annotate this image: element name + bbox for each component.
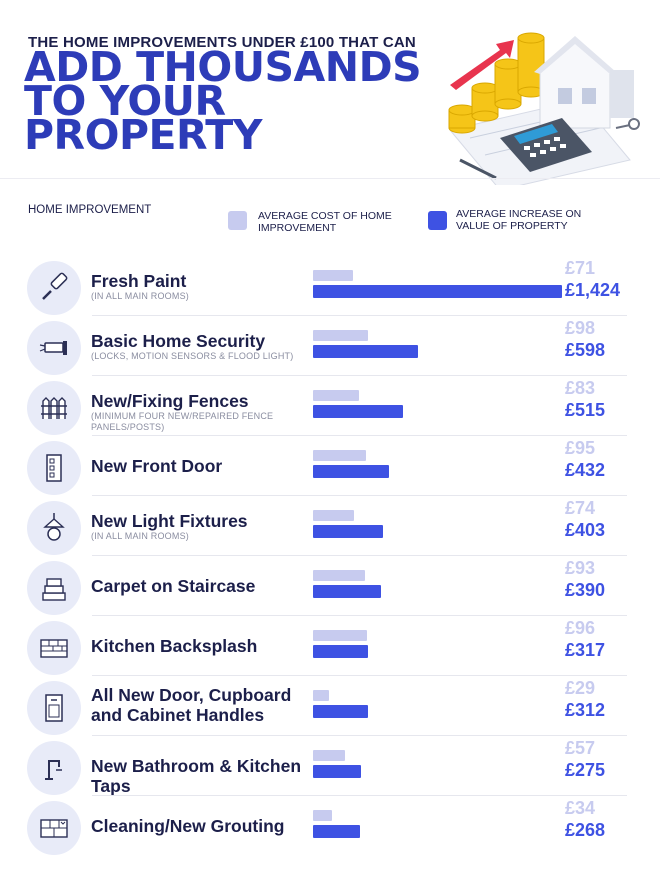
chart-row: New Light Fixtures (IN ALL MAIN ROOMS) £74…: [25, 498, 627, 558]
row-title: Cleaning/New Grouting: [91, 816, 285, 836]
bar-cost: [313, 630, 367, 641]
header: THE HOME IMPROVEMENTS UNDER £100 THAT CA…: [0, 0, 660, 185]
row-divider: [92, 375, 627, 376]
chart-row: Basic Home Security (LOCKS, MOTION SENSOR…: [25, 318, 627, 378]
bar-cost: [313, 570, 366, 581]
row-title: Kitchen Backsplash: [91, 636, 258, 656]
grout-tiles-icon: [27, 801, 81, 855]
bar-increase: [313, 705, 368, 718]
value-cost-label: £57: [565, 738, 596, 758]
value-cost-label: £74: [565, 498, 596, 518]
tap-icon: [27, 741, 81, 795]
row-title: Basic Home Security: [91, 331, 266, 351]
bar-increase: [313, 465, 389, 478]
value-increase-label: £317: [565, 640, 606, 660]
column-label: HOME IMPROVEMENT: [28, 204, 152, 216]
bar-increase: [313, 765, 362, 778]
kicker-text: THE HOME IMPROVEMENTS UNDER £100 THAT CA…: [28, 34, 416, 51]
row-subtitle: (IN ALL MAIN ROOMS): [91, 531, 189, 541]
value-increase-label: £403: [565, 520, 606, 540]
row-divider: [92, 495, 627, 496]
row-title: All New Door, Cupboard and Cabinet Handl…: [91, 685, 292, 725]
chart-row: New Bathroom & Kitchen Taps £57 £275: [25, 738, 627, 798]
row-divider: [92, 675, 627, 676]
bar-cost: [313, 450, 367, 461]
chart-row: New Front Door £95 £432: [25, 438, 627, 498]
row-title: Fresh Paint: [91, 271, 187, 291]
title-line-1: ADD THOUSANDS: [24, 43, 422, 91]
row-title: Carpet on Staircase: [91, 576, 256, 596]
value-increase-label: £390: [565, 580, 606, 600]
chart-row: Carpet on Staircase £93 £390: [25, 558, 627, 618]
value-cost-label: £96: [565, 618, 596, 638]
chart-row: Fresh Paint (IN ALL MAIN ROOMS) £71 £1,424: [25, 258, 627, 318]
bar-increase: [313, 345, 418, 358]
row-subtitle: (MINIMUM FOUR NEW/REPAIRED FENCE PANELS/…: [91, 411, 274, 432]
bar-increase: [313, 405, 404, 418]
row-divider: [92, 555, 627, 556]
chart-row: All New Door, Cupboard and Cabinet Handl…: [25, 678, 627, 738]
value-increase-label: £515: [565, 400, 606, 420]
row-title: New Front Door: [91, 456, 223, 476]
value-cost-label: £34: [565, 798, 596, 818]
legend-swatch-increase: [428, 211, 447, 230]
value-cost-label: £83: [565, 378, 596, 398]
value-increase-label: £268: [565, 820, 606, 840]
row-subtitle: (IN ALL MAIN ROOMS): [91, 291, 189, 301]
row-subtitle: (LOCKS, MOTION SENSORS & FLOOD LIGHT): [91, 351, 294, 361]
chart-row: Kitchen Backsplash £96 £317: [25, 618, 627, 678]
staircase-icon: [27, 561, 81, 615]
bar-cost: [313, 510, 355, 521]
legend-label-cost: AVERAGE COST OF HOME IMPROVEMENT: [258, 210, 392, 234]
bar-cost: [313, 390, 360, 401]
value-cost-label: £98: [565, 318, 596, 338]
row-divider: [92, 615, 627, 616]
bar-cost: [313, 750, 345, 761]
header-divider: [0, 178, 660, 179]
row-divider: [92, 735, 627, 736]
row-divider: [92, 435, 627, 436]
value-increase-label: £1,424: [565, 280, 621, 300]
bar-cost: [313, 690, 330, 701]
value-cost-label: £71: [565, 258, 596, 278]
page-title: ADD THOUSANDS TO YOUR PROPERTY: [24, 43, 424, 159]
tiles-icon: [27, 621, 81, 675]
bar-cost: [313, 810, 333, 821]
title-line-3: PROPERTY: [24, 111, 262, 159]
value-cost-label: £29: [565, 678, 596, 698]
bar-cost: [313, 330, 368, 341]
chart-row: Cleaning/New Grouting £34 £268: [25, 798, 627, 858]
house-value-illustration: [448, 32, 640, 185]
value-increase-label: £598: [565, 340, 606, 360]
row-title: New Light Fixtures: [91, 511, 248, 531]
light-bulb-icon: [27, 501, 81, 555]
cabinet-icon: [27, 681, 81, 735]
paint-roller-icon: [27, 261, 81, 315]
row-title: New/Fixing Fences: [91, 391, 249, 411]
legend-swatch-cost: [228, 211, 247, 230]
title-line-2: TO YOUR: [24, 77, 226, 125]
bar-increase: [313, 645, 369, 658]
value-increase-label: £432: [565, 460, 606, 480]
bar-increase: [313, 825, 360, 838]
chart-row: New/Fixing Fences (MINIMUM FOUR NEW/REPAI…: [25, 378, 627, 438]
fence-icon: [27, 381, 81, 435]
value-increase-label: £312: [565, 700, 606, 720]
bar-increase: [313, 285, 562, 298]
security-camera-icon: [27, 321, 81, 375]
row-divider: [92, 315, 627, 316]
row-title: New Bathroom & Kitchen Taps: [91, 756, 302, 796]
value-increase-label: £275: [565, 760, 606, 780]
bar-cost: [313, 270, 353, 281]
bar-increase: [313, 585, 382, 598]
legend-label-increase: AVERAGE INCREASE ON VALUE OF PROPERTY: [456, 208, 582, 232]
bar-increase: [313, 525, 384, 538]
value-cost-label: £95: [565, 438, 596, 458]
value-cost-label: £93: [565, 558, 596, 578]
row-divider: [92, 795, 627, 796]
door-icon: [27, 441, 81, 495]
